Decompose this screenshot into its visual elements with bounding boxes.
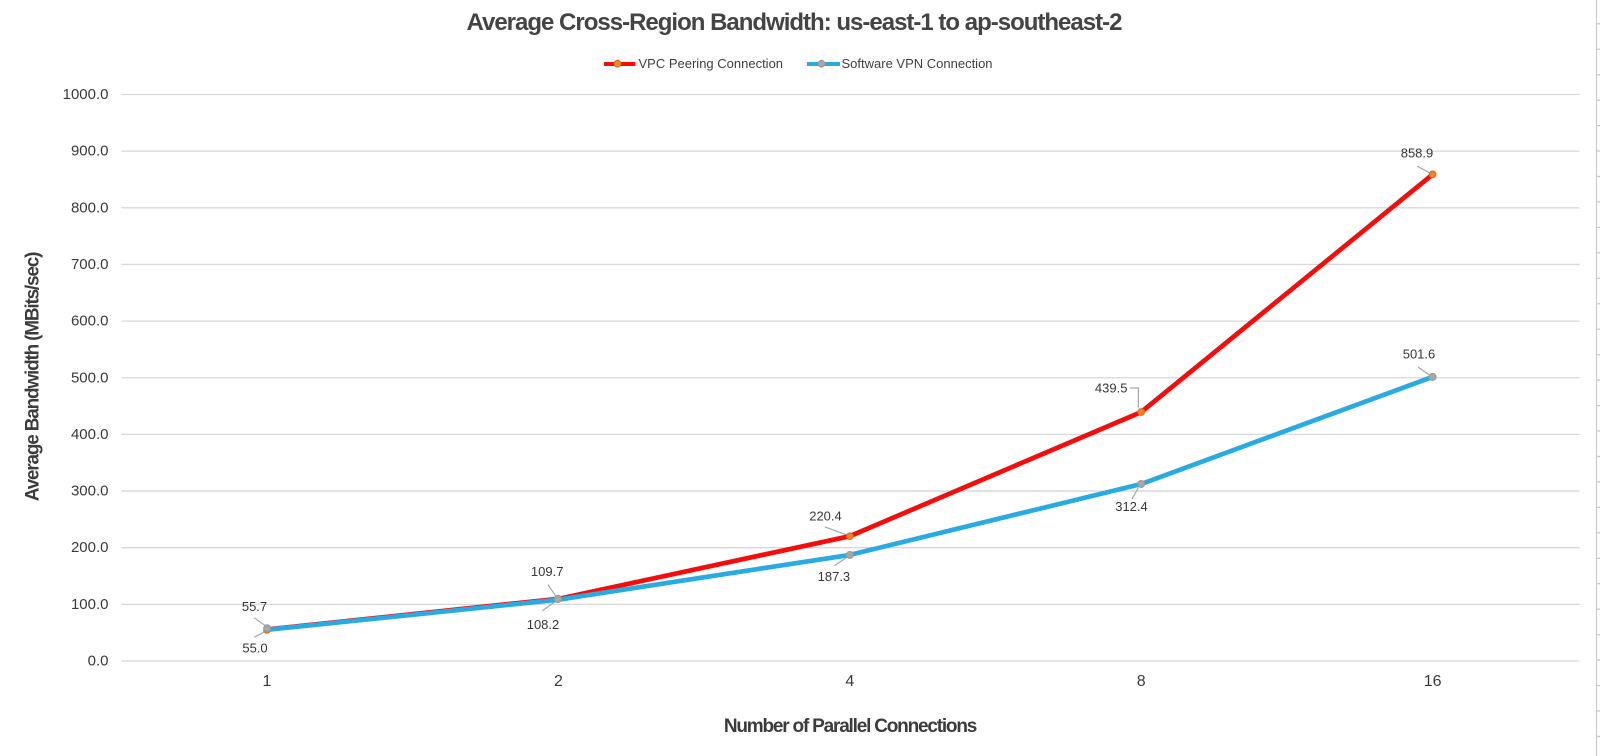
svg-text:Average Bandwidth (MBits/sec): Average Bandwidth (MBits/sec) [23,252,44,501]
svg-text:312.4: 312.4 [1115,499,1148,514]
svg-text:16: 16 [1424,673,1442,690]
svg-text:108.2: 108.2 [527,617,560,632]
svg-text:900.0: 900.0 [71,143,109,160]
svg-text:2: 2 [554,673,563,690]
svg-text:109.7: 109.7 [531,564,564,579]
svg-text:8: 8 [1137,673,1146,690]
svg-text:500.0: 500.0 [71,369,109,386]
svg-text:55.0: 55.0 [242,640,267,655]
svg-text:600.0: 600.0 [71,313,109,330]
svg-text:700.0: 700.0 [71,256,109,273]
svg-text:1: 1 [263,673,272,690]
svg-text:Number of Parallel Connections: Number of Parallel Connections [724,716,977,737]
svg-text:VPC Peering Connection: VPC Peering Connection [639,56,784,71]
svg-text:220.4: 220.4 [809,508,842,523]
svg-text:439.5: 439.5 [1095,381,1128,396]
svg-text:4: 4 [845,673,854,690]
svg-text:1000.0: 1000.0 [63,86,109,103]
svg-text:400.0: 400.0 [71,426,109,443]
svg-text:Average Cross-Region Bandwidth: Average Cross-Region Bandwidth: us-east-… [467,9,1123,36]
svg-text:800.0: 800.0 [71,199,109,216]
svg-text:300.0: 300.0 [71,483,109,500]
svg-text:55.7: 55.7 [242,599,267,614]
svg-text:858.9: 858.9 [1401,146,1434,161]
svg-text:0.0: 0.0 [88,653,109,670]
svg-text:200.0: 200.0 [71,539,109,556]
svg-text:100.0: 100.0 [71,596,109,613]
svg-text:187.3: 187.3 [818,569,851,584]
svg-text:501.6: 501.6 [1403,347,1436,362]
svg-text:Software VPN Connection: Software VPN Connection [842,56,993,71]
